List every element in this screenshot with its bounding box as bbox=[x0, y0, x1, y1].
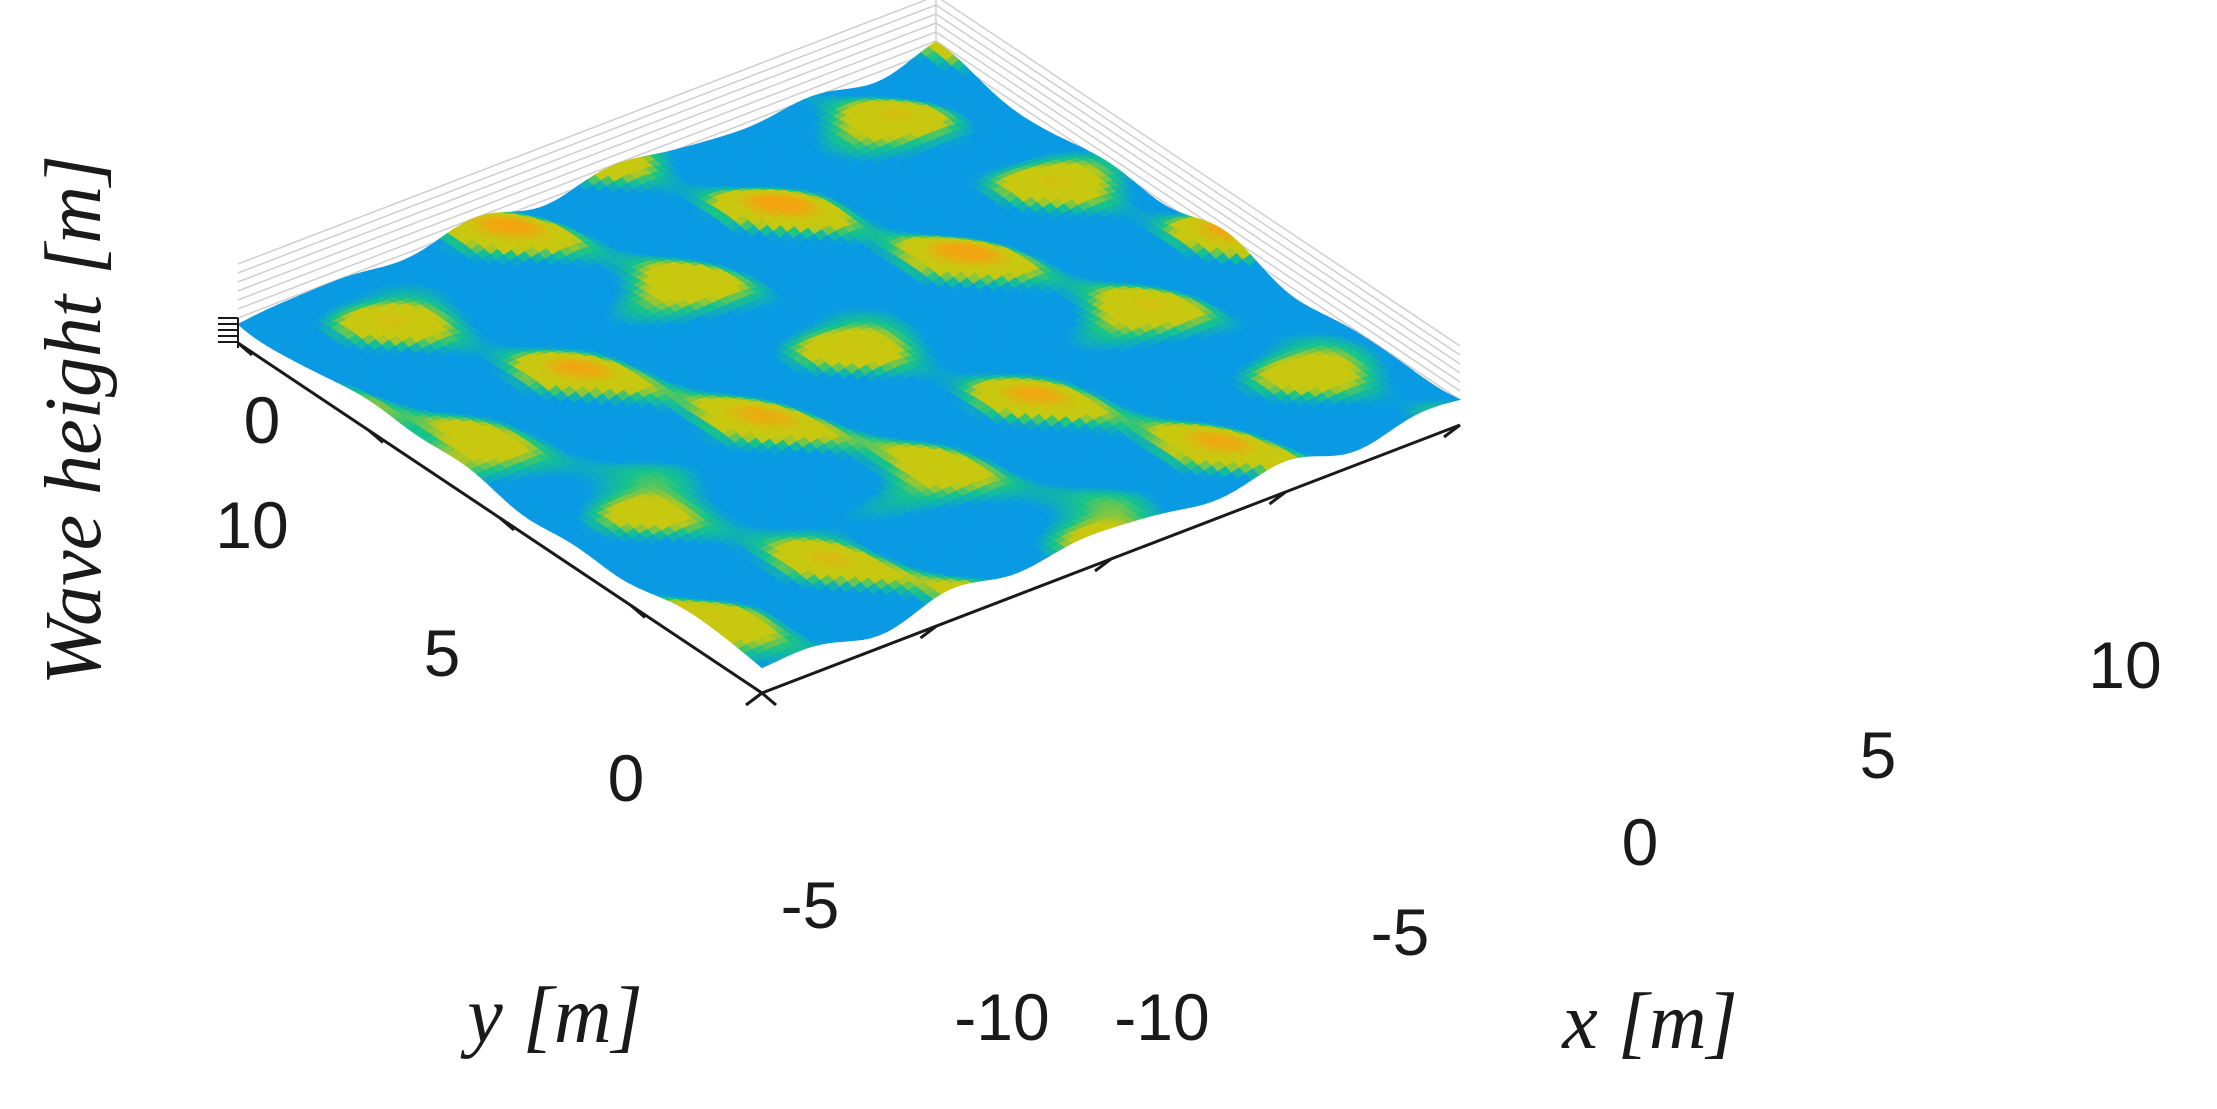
grid-line bbox=[237, 0, 1461, 347]
wave-surface bbox=[237, 41, 1462, 669]
